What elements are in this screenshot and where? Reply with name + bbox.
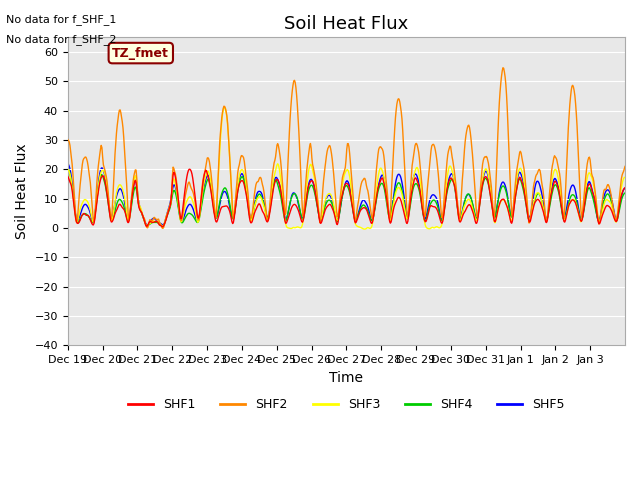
Text: No data for f_SHF_2: No data for f_SHF_2	[6, 34, 117, 45]
Legend: SHF1, SHF2, SHF3, SHF4, SHF5: SHF1, SHF2, SHF3, SHF4, SHF5	[123, 393, 570, 416]
Y-axis label: Soil Heat Flux: Soil Heat Flux	[15, 144, 29, 239]
Text: TZ_fmet: TZ_fmet	[113, 47, 169, 60]
X-axis label: Time: Time	[330, 371, 364, 384]
Text: No data for f_SHF_1: No data for f_SHF_1	[6, 14, 116, 25]
Title: Soil Heat Flux: Soil Heat Flux	[284, 15, 408, 33]
